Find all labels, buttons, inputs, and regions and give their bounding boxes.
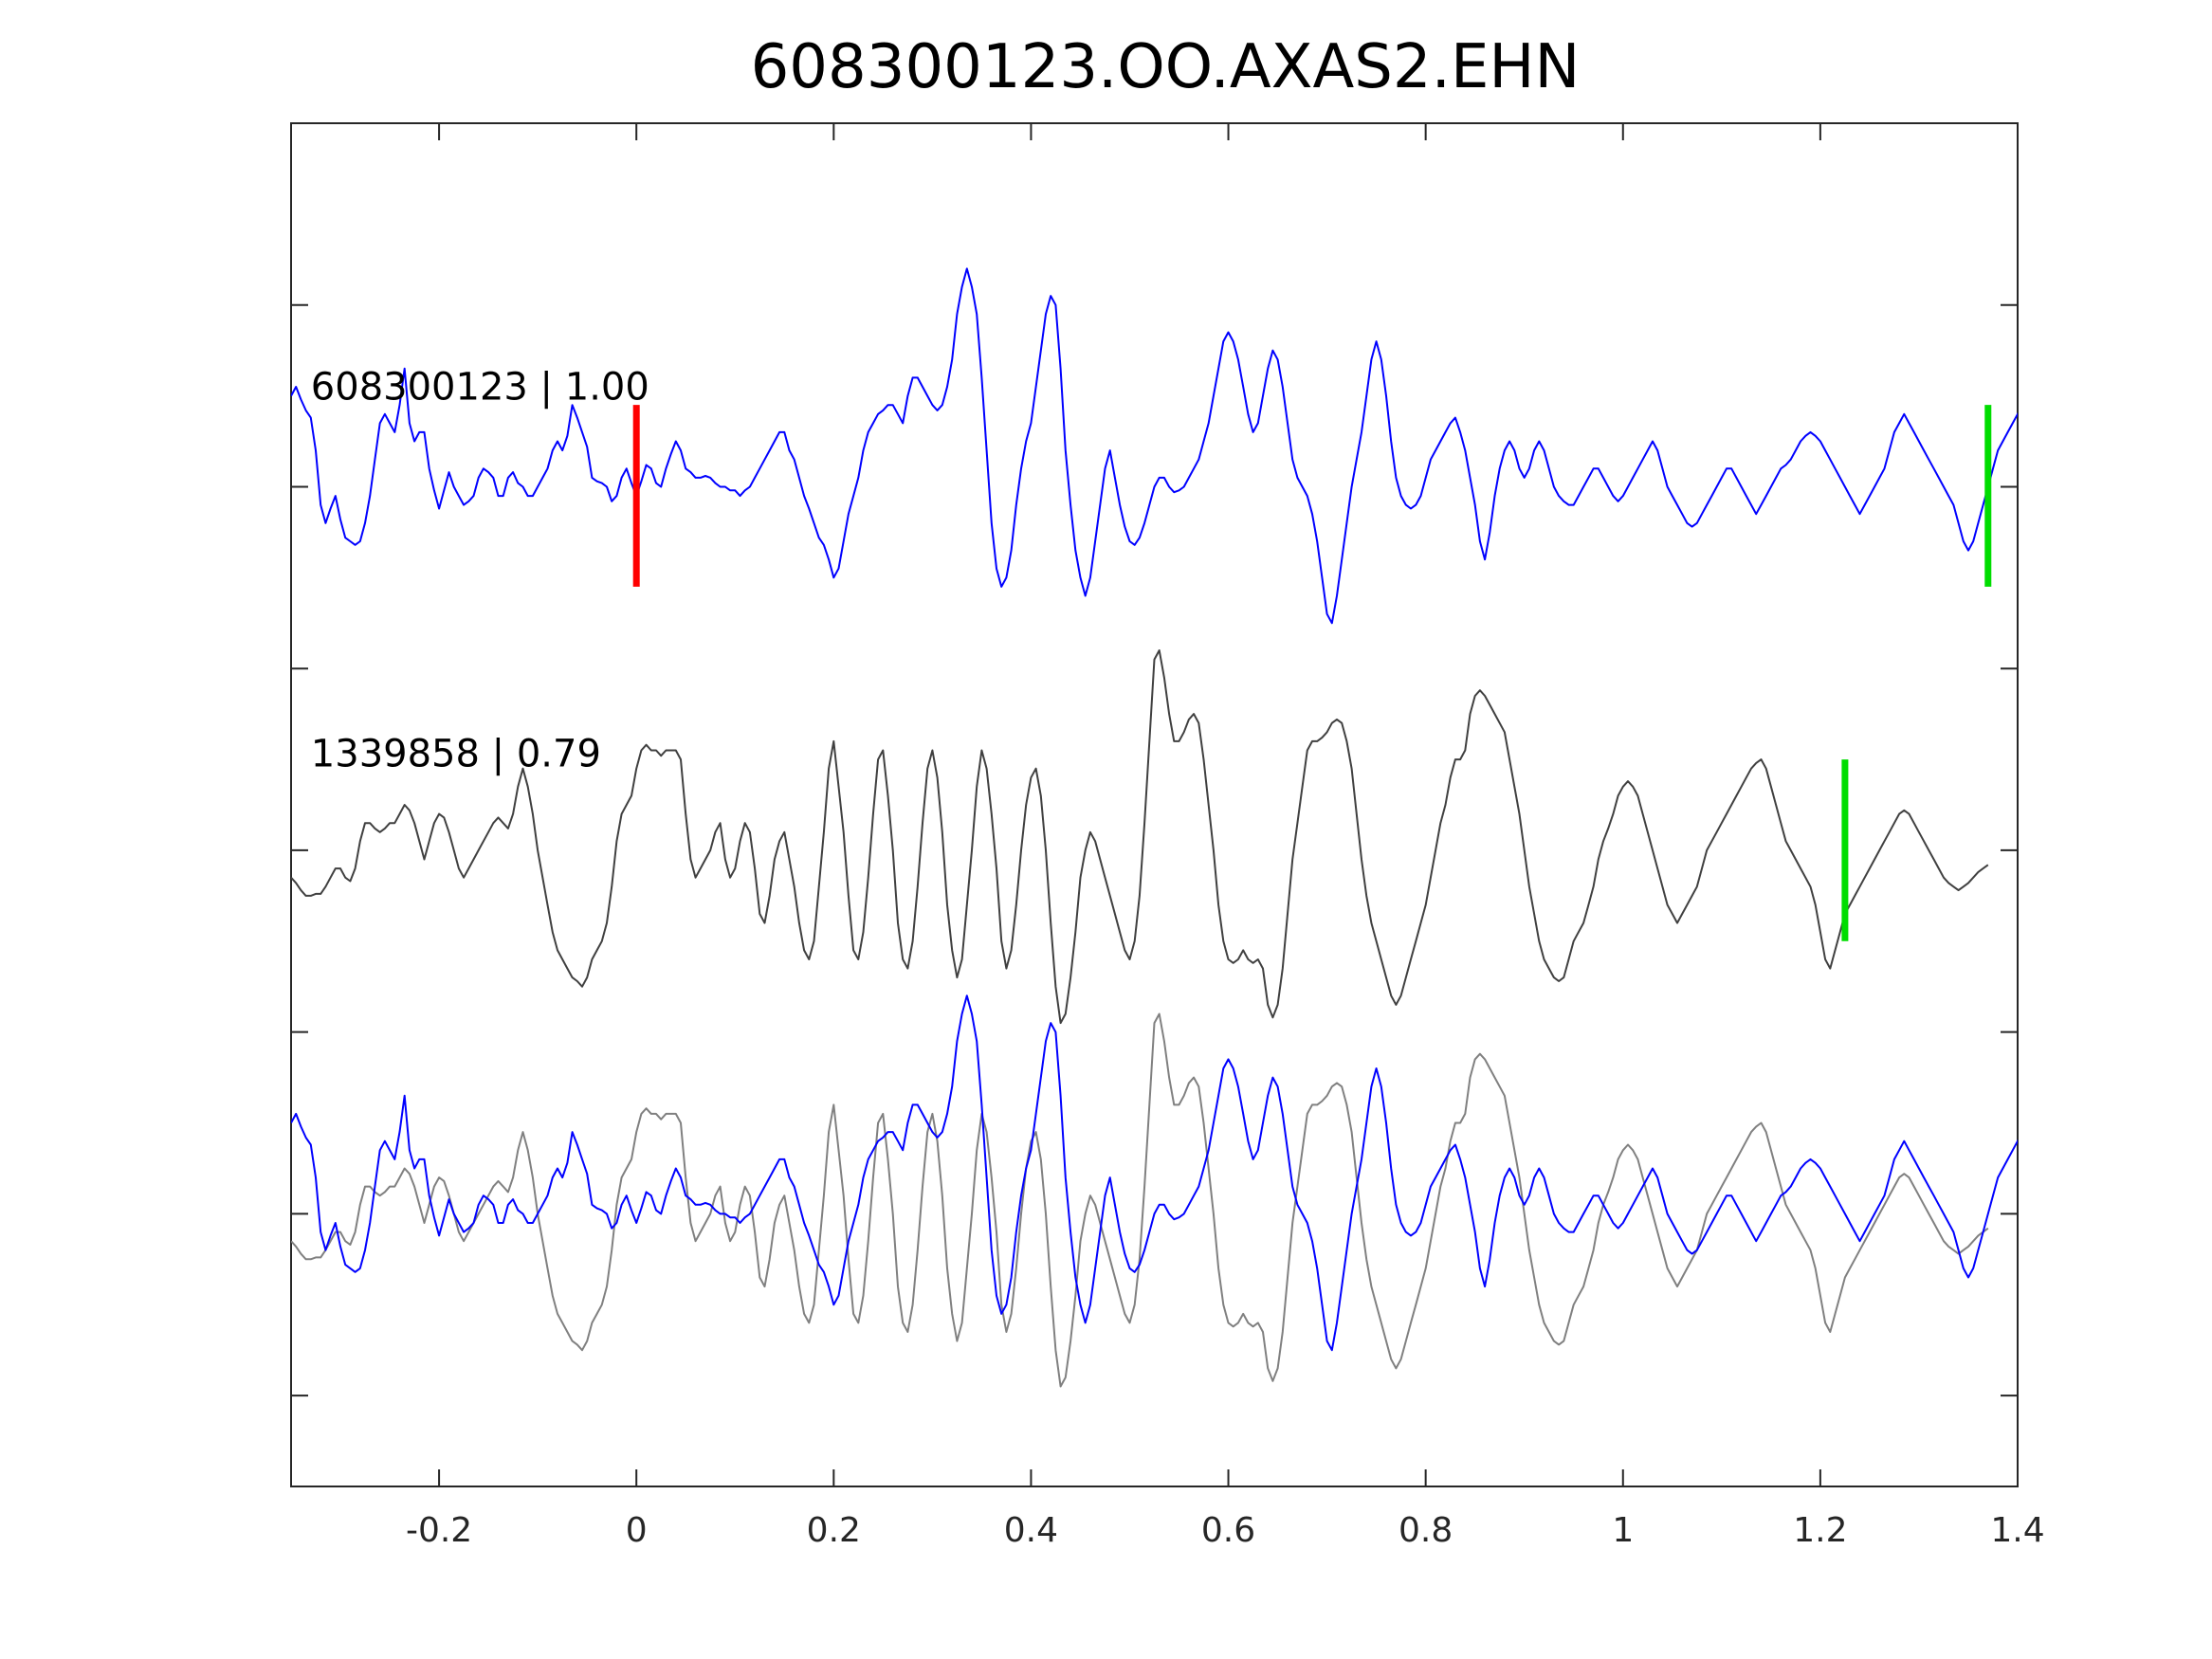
x-tick-label: -0.2: [406, 1511, 472, 1550]
overlay-master-trace: [291, 994, 2018, 1352]
x-tick-label: 0.2: [807, 1511, 861, 1550]
plot-area: -0.2 0 0.2 0.4 0.6 0.8 1 1.2 1.4 608300123 | 1.00…: [290, 122, 2045, 1550]
x-tick-label: 0.4: [1004, 1511, 1058, 1550]
overlay-template-trace: [291, 1012, 1989, 1388]
x-tick-label: 1.2: [1793, 1511, 1847, 1550]
x-tick-label: 0.6: [1201, 1511, 1255, 1550]
chart-title: 608300123.OO.AXAS2.EHN: [751, 32, 1581, 102]
x-tick-label: 0: [626, 1511, 648, 1550]
x-tick-label: 1.4: [1990, 1511, 2044, 1550]
trace-label: 1339858 | 0.79: [311, 733, 601, 776]
trace-label: 608300123 | 1.00: [311, 365, 649, 409]
trace-1339858: [291, 649, 1989, 1025]
x-tick-label: 1: [1612, 1511, 1634, 1550]
x-tick-label: 0.8: [1398, 1511, 1453, 1550]
axes-box: [290, 122, 2019, 1487]
trace-608300123: [291, 267, 2018, 625]
